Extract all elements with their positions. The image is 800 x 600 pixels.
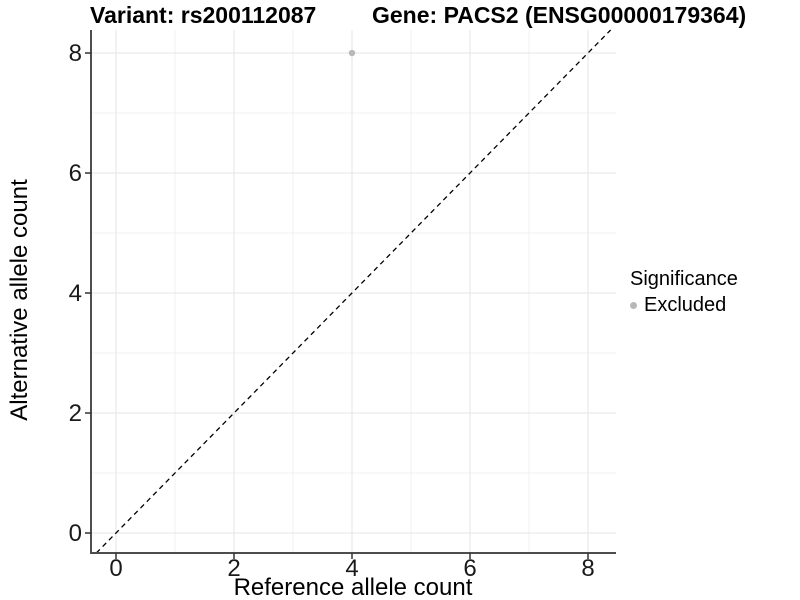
x-tick-label: 2 xyxy=(227,555,240,582)
data-point xyxy=(348,49,356,57)
minor-gridlines xyxy=(91,30,616,553)
plot-title-variant: Variant: rs200112087 xyxy=(90,2,317,28)
major-gridlines xyxy=(91,30,616,553)
x-tick-label: 0 xyxy=(109,555,122,582)
data-points xyxy=(348,49,356,57)
y-axis-title: Alternative allele count xyxy=(6,179,33,421)
y-tick-label: 6 xyxy=(69,160,82,187)
x-tick-label: 8 xyxy=(581,555,594,582)
y-tick-label: 8 xyxy=(69,40,82,67)
legend-point-icon xyxy=(630,301,637,309)
legend: Significance Excluded xyxy=(630,268,738,316)
y-tick-label: 2 xyxy=(69,400,82,427)
x-tick-label: 4 xyxy=(345,555,358,582)
legend-title: Significance xyxy=(630,268,738,290)
x-tick-label: 6 xyxy=(463,555,476,582)
y-tick-label: 0 xyxy=(69,520,82,547)
plot-title-gene: Gene: PACS2 (ENSG00000179364) xyxy=(372,2,747,28)
axis-ticks: 0 2 4 6 8 0 2 4 6 8 xyxy=(69,40,595,582)
y-tick-label: 4 xyxy=(69,280,82,307)
x-axis-title: Reference allele count xyxy=(234,574,473,600)
identity-reference-line xyxy=(95,29,612,554)
axis-lines xyxy=(90,30,616,554)
identity-line xyxy=(95,29,612,554)
legend-item-excluded: Excluded xyxy=(630,294,738,316)
legend-item-label: Excluded xyxy=(644,294,727,316)
